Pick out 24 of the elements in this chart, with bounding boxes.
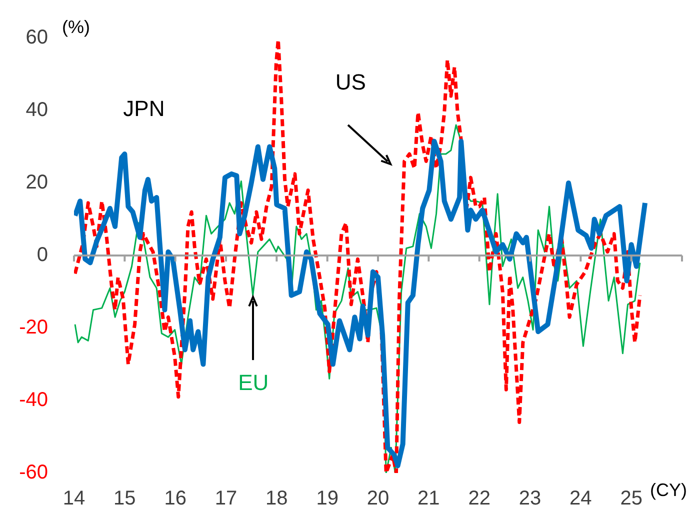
y-tick-label: -60 xyxy=(19,462,48,484)
x-tick-label: 17 xyxy=(214,488,238,510)
series-label: JPN xyxy=(123,96,165,121)
y-tick-label: -40 xyxy=(19,389,48,412)
x-tick-label: 18 xyxy=(266,488,288,510)
x-axis-title: (CY) xyxy=(650,480,687,500)
x-tick-label: 22 xyxy=(468,488,490,510)
x-tick-label: 24 xyxy=(570,488,592,510)
x-tick-label: 20 xyxy=(366,488,390,510)
y-tick-label: -20 xyxy=(19,316,48,339)
x-tick-label: 25 xyxy=(620,488,642,510)
x-tick-label: 16 xyxy=(164,488,186,510)
x-tick-label: 21 xyxy=(418,488,440,510)
x-tick-label: 19 xyxy=(316,488,338,510)
text: US xyxy=(335,70,366,95)
x-tick-label: 14 xyxy=(62,488,86,510)
x-tick-label: 23 xyxy=(518,488,542,510)
y-axis-title: (%) xyxy=(62,16,90,37)
y-tick-label: 60 xyxy=(26,26,48,49)
x-tick-label: 15 xyxy=(114,488,136,510)
y-tick-label: 0 xyxy=(36,244,48,266)
text: EU xyxy=(238,370,269,395)
y-tick-label: 20 xyxy=(26,172,48,194)
y-tick-label: 40 xyxy=(26,99,48,122)
